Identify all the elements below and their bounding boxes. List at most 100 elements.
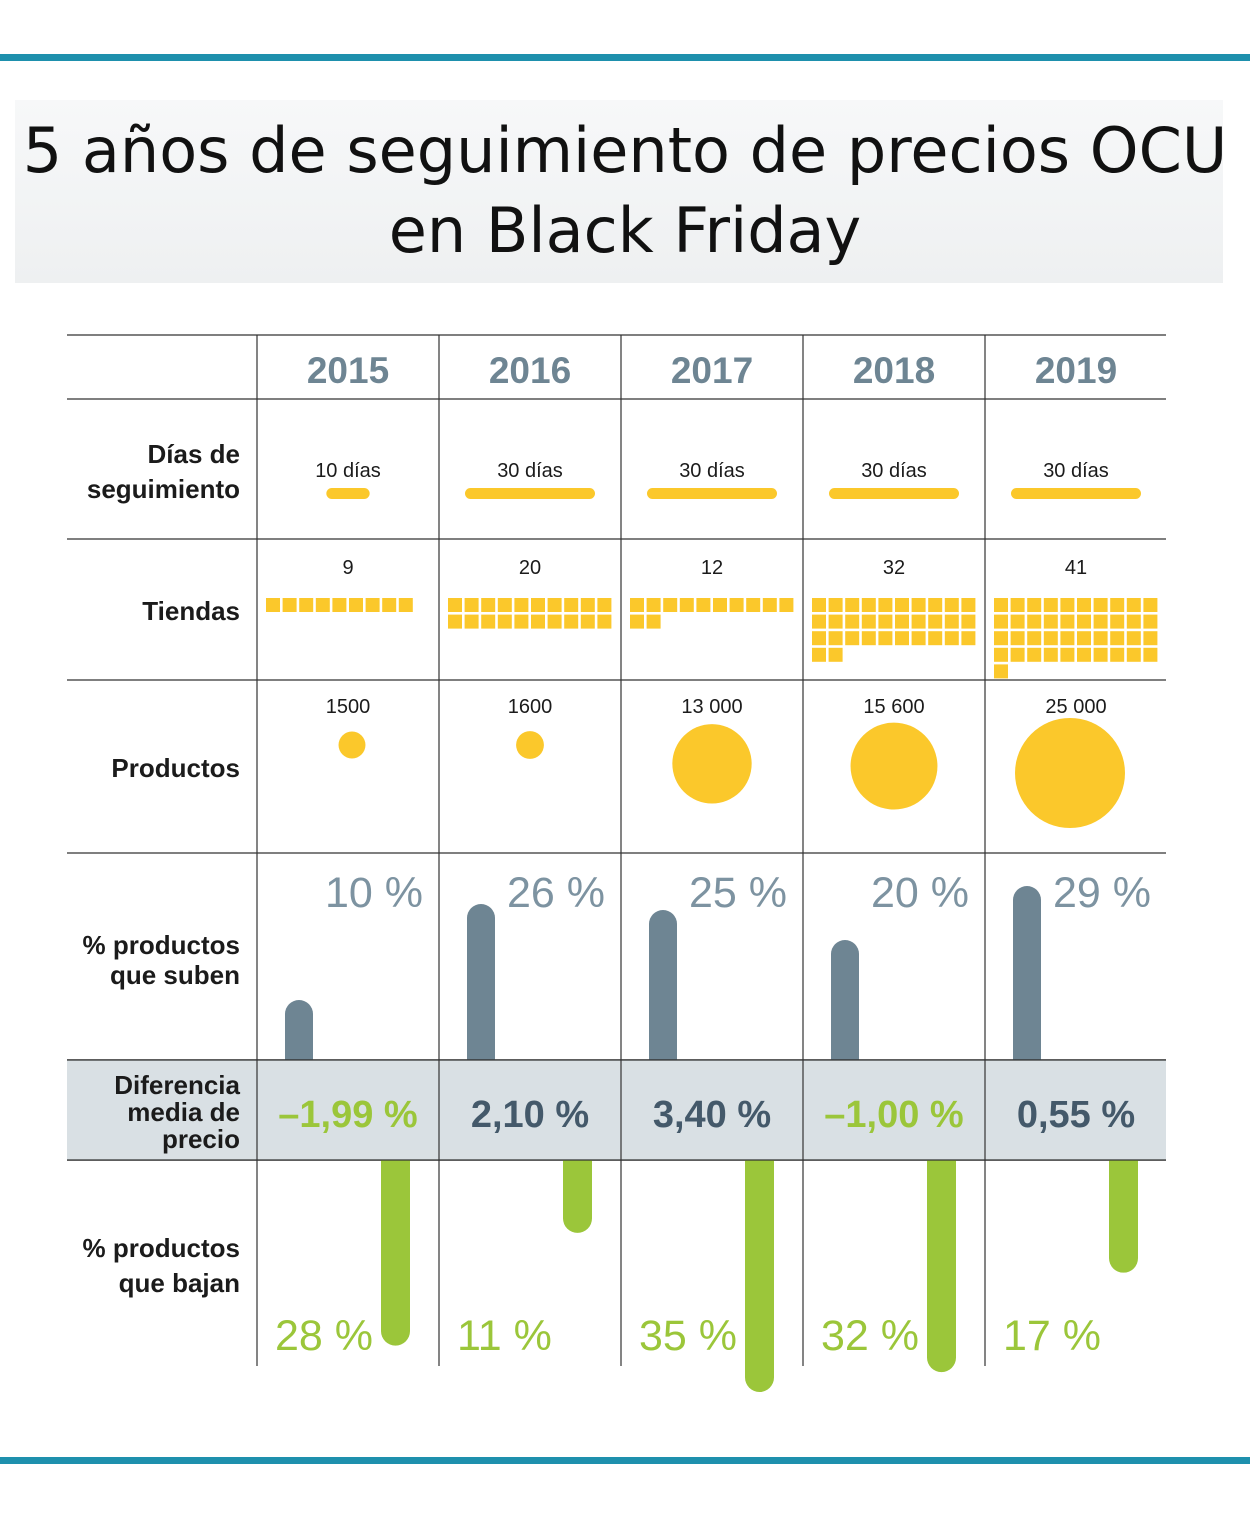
tienda-square [1093,598,1108,612]
tienda-square [828,598,843,612]
tienda-square [845,614,860,629]
tienda-square [1060,647,1075,662]
bajan-pct-label: 17 % [1003,1312,1101,1360]
tienda-square [1027,614,1042,629]
tienda-square [928,598,943,612]
tienda-square [1126,598,1141,612]
year-label: 2019 [1035,350,1117,391]
tienda-square [911,598,926,612]
tienda-square [282,598,297,612]
tienda-square [1077,631,1091,646]
tienda-square [961,598,976,612]
productos-value-label: 25 000 [1045,696,1106,718]
bajan-pct-label: 11 % [457,1312,552,1360]
tienda-square [994,631,1008,646]
tienda-square [1027,631,1042,646]
productos-value-label: 15 600 [863,696,924,718]
dias-bar [1011,488,1141,499]
tienda-square [1110,631,1125,646]
diferencia-value: 2,10 % [471,1094,589,1136]
bajan-bar [927,1146,956,1373]
dias-value-label: 30 días [861,460,927,482]
bottom-rule [0,1457,1250,1464]
tienda-square [580,614,595,629]
suben-pct-label: 10 % [325,869,423,917]
tienda-square [564,614,579,629]
bajan-bar [745,1146,774,1392]
tienda-square [514,614,529,629]
tienda-square [266,598,280,612]
tienda-square [713,598,727,612]
tienda-square [646,614,661,629]
tienda-square [580,598,595,612]
tienda-square [547,598,562,612]
tienda-square [944,598,959,612]
tienda-square [1143,614,1158,629]
tienda-square [1110,598,1125,612]
dias-value-label: 10 días [315,460,381,482]
suben-bar [467,904,495,1074]
row-label-suben: que suben [110,960,240,990]
productos-value-label: 13 000 [681,696,742,718]
diff-band-cover [67,1060,1166,1160]
row-label-diferencia: media de [127,1097,240,1127]
year-label: 2018 [853,350,935,391]
tienda-square [961,614,976,629]
tienda-square [497,614,512,629]
bajan-pct-label: 32 % [821,1312,919,1360]
tienda-square [878,631,893,646]
tiendas-value-label: 32 [883,557,905,579]
tienda-square [911,614,926,629]
tienda-square [994,647,1008,662]
tienda-square [845,598,860,612]
tienda-square [928,614,943,629]
tienda-square [1010,614,1025,629]
tienda-square [895,598,909,612]
suben-pct-label: 26 % [507,869,605,917]
suben-pct-label: 25 % [689,869,787,917]
tienda-square [630,598,644,612]
tienda-square [696,598,711,612]
tienda-square [564,598,579,612]
tienda-square [679,598,694,612]
tienda-square [779,598,794,612]
tienda-square [597,598,612,612]
suben-bar [285,1000,313,1074]
tienda-square [597,614,612,629]
tienda-square [646,598,661,612]
dias-bar [829,488,959,499]
row-label-diferencia: precio [162,1124,240,1154]
tienda-square [1143,647,1158,662]
tienda-square [531,598,545,612]
tienda-square [928,631,943,646]
tienda-square [630,614,644,629]
tienda-square [1077,598,1091,612]
tienda-square [1043,631,1058,646]
tienda-square [812,614,826,629]
tienda-square [332,598,347,612]
tienda-square [1027,598,1042,612]
tienda-square [497,598,512,612]
tienda-square [315,598,330,612]
suben-pct-label: 29 % [1053,869,1151,917]
tienda-square [878,598,893,612]
row-label-productos: Productos [111,753,240,783]
diferencia-value: –1,00 % [824,1094,963,1136]
tienda-square [398,598,413,612]
dias-bar [647,488,777,499]
row-label-tiendas: Tiendas [142,596,240,626]
diferencia-value: –1,99 % [278,1094,417,1136]
bajan-pct-label: 28 % [275,1312,373,1360]
row-label-dias: seguimiento [87,474,240,504]
row-label-bajan: que bajan [119,1268,240,1298]
dias-bar [326,488,370,499]
tienda-square [1093,631,1108,646]
tienda-square [762,598,777,612]
bajan-pct-label: 35 % [639,1312,737,1360]
bajan-bar [1109,1146,1138,1273]
productos-circle [1015,718,1125,828]
tienda-square [861,631,876,646]
tienda-square [663,598,678,612]
tienda-square [1060,598,1075,612]
title-line-2: en Black Friday [388,194,862,267]
